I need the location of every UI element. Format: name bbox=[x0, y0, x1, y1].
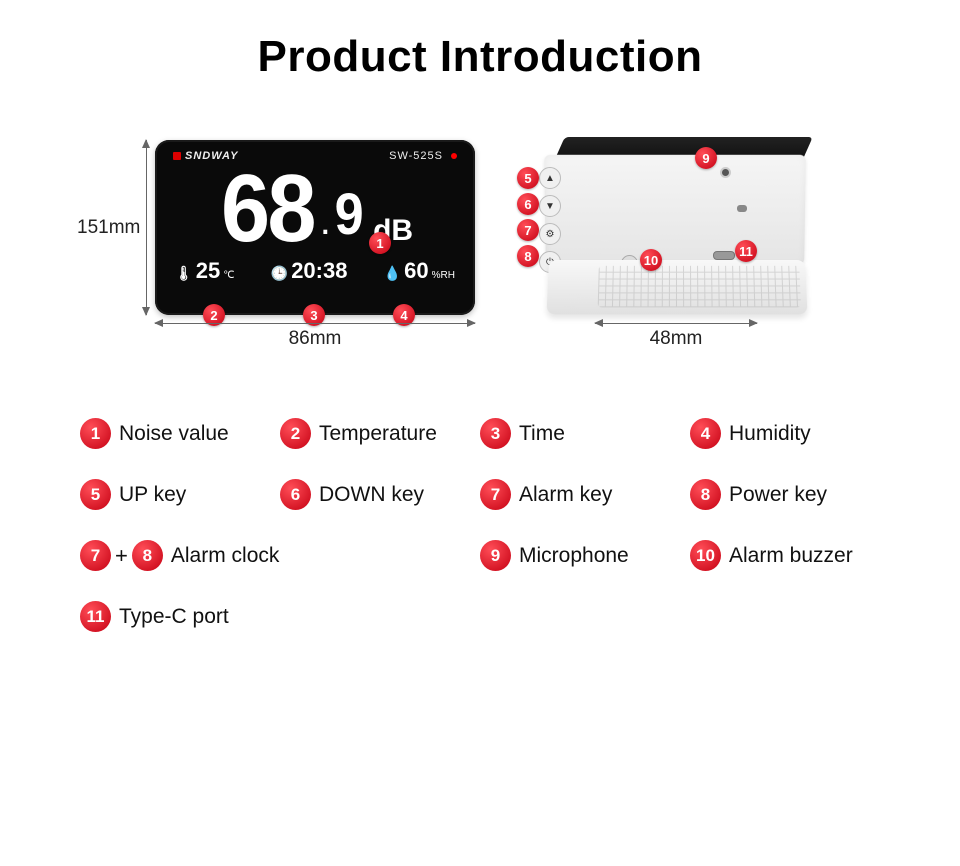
legend-item-5: 5UP key bbox=[80, 479, 280, 510]
humidity-display: 💧 60 %RH bbox=[384, 258, 455, 284]
callout-legend: 1Noise value 2Temperature 3Time 4Humidit… bbox=[80, 418, 880, 632]
legend-item-11: 11Type-C port bbox=[80, 601, 280, 632]
dimension-width: 86mm bbox=[155, 323, 475, 350]
legend-item-3: 3Time bbox=[480, 418, 690, 449]
device-back-face: ▲ ▼ ⚙ ⏻ 9 5 6 7 8 10 11 bbox=[545, 137, 805, 315]
up-key-icon: ▲ bbox=[539, 167, 561, 189]
dimension-width-label: 86mm bbox=[289, 328, 342, 349]
noise-integer: 68 bbox=[221, 166, 314, 252]
callout-badge-11: 11 bbox=[735, 240, 757, 262]
alarm-key-icon: ⚙ bbox=[539, 223, 561, 245]
back-view-block: ▲ ▼ ⚙ ⏻ 9 5 6 7 8 10 11 48mm bbox=[545, 137, 805, 350]
device-front-face: SNDWAY SW-525S 68 . 9 dB 1 🌡 25 ℃ bbox=[155, 140, 475, 315]
noise-decimal: 9 bbox=[334, 181, 363, 248]
time-display: 🕒 20:38 bbox=[271, 258, 348, 284]
status-led-icon bbox=[451, 153, 457, 159]
legend-item-2: 2Temperature bbox=[280, 418, 480, 449]
brand-logo-icon bbox=[173, 152, 181, 160]
legend-item-1: 1Noise value bbox=[80, 418, 280, 449]
microphone-icon bbox=[720, 167, 731, 178]
down-key-icon: ▼ bbox=[539, 195, 561, 217]
callout-badge-9: 9 bbox=[695, 147, 717, 169]
dimension-height-label: 151mm bbox=[77, 217, 140, 239]
legend-item-7: 7Alarm key bbox=[480, 479, 690, 510]
side-buttons-group: ▲ ▼ ⚙ ⏻ bbox=[539, 167, 561, 273]
speaker-grille-icon bbox=[598, 266, 801, 308]
callout-badge-1: 1 bbox=[369, 232, 391, 254]
callout-badge-6: 6 bbox=[517, 193, 539, 215]
model-number: SW-525S bbox=[389, 150, 443, 162]
legend-item-10: 10Alarm buzzer bbox=[690, 540, 890, 571]
type-c-port-icon bbox=[713, 251, 735, 260]
legend-item-combo: 7+8 Alarm clock bbox=[80, 540, 480, 571]
legend-item-8: 8Power key bbox=[690, 479, 890, 510]
callout-badge-10: 10 bbox=[640, 249, 662, 271]
legend-item-9: 9Microphone bbox=[480, 540, 690, 571]
callout-badge-8: 8 bbox=[517, 245, 539, 267]
dimension-height: 151mm bbox=[77, 140, 147, 315]
legend-item-6: 6DOWN key bbox=[280, 479, 480, 510]
page-title: Product Introduction bbox=[0, 32, 960, 82]
legend-item-4: 4Humidity bbox=[690, 418, 890, 449]
callout-badge-5: 5 bbox=[517, 167, 539, 189]
noise-value-display: 68 . 9 dB 1 bbox=[169, 166, 461, 252]
temperature-display: 🌡 25 ℃ bbox=[175, 258, 235, 284]
front-view-block: 151mm SNDWAY SW-525S 68 . 9 dB 1 bbox=[155, 140, 475, 350]
clock-icon: 🕒 bbox=[271, 265, 288, 282]
dimension-depth: 48mm bbox=[595, 323, 757, 350]
dimension-depth-label: 48mm bbox=[650, 328, 703, 349]
callout-badge-7: 7 bbox=[517, 219, 539, 241]
thermometer-icon: 🌡 bbox=[175, 265, 193, 282]
device-stand bbox=[547, 260, 808, 314]
product-images-row: 151mm SNDWAY SW-525S 68 . 9 dB 1 bbox=[0, 137, 960, 350]
droplet-icon: 💧 bbox=[384, 265, 401, 282]
